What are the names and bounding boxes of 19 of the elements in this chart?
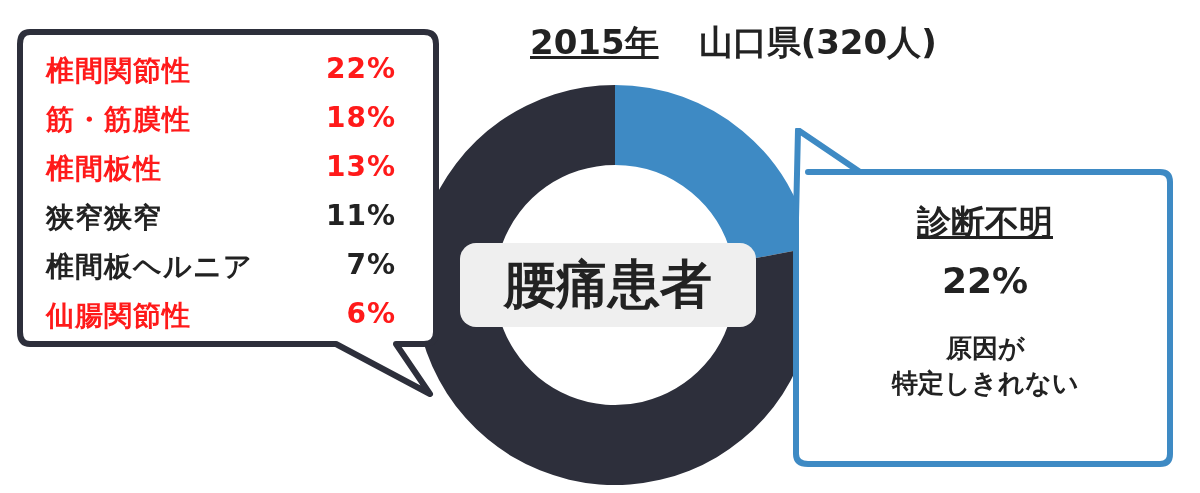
slice-label: 診断不明	[916, 201, 1054, 244]
text: 18%	[325, 101, 396, 134]
category-label: 椎間板性	[46, 151, 162, 187]
text: 22%	[325, 52, 396, 85]
text: 13%	[325, 150, 396, 183]
category-label: 筋・筋膜性	[46, 102, 191, 138]
text: 7%	[346, 248, 396, 281]
text: 原因が	[944, 332, 1026, 365]
category-label: 狭窄狭窄	[46, 200, 162, 236]
category-label: 仙腸関節性	[46, 298, 191, 334]
category-label: 椎間板ヘルニア	[46, 249, 253, 285]
data-label: 22%	[940, 260, 1030, 301]
text: 6%	[346, 297, 396, 330]
chart-title: 2015年	[530, 22, 659, 62]
category-label: 椎間関節性	[46, 53, 191, 89]
text: 特定しきれない	[890, 367, 1080, 401]
text: 腰痛患者	[460, 243, 756, 327]
text: 11%	[325, 199, 396, 232]
chart-subtitle: 山口県(320人)	[698, 22, 937, 62]
